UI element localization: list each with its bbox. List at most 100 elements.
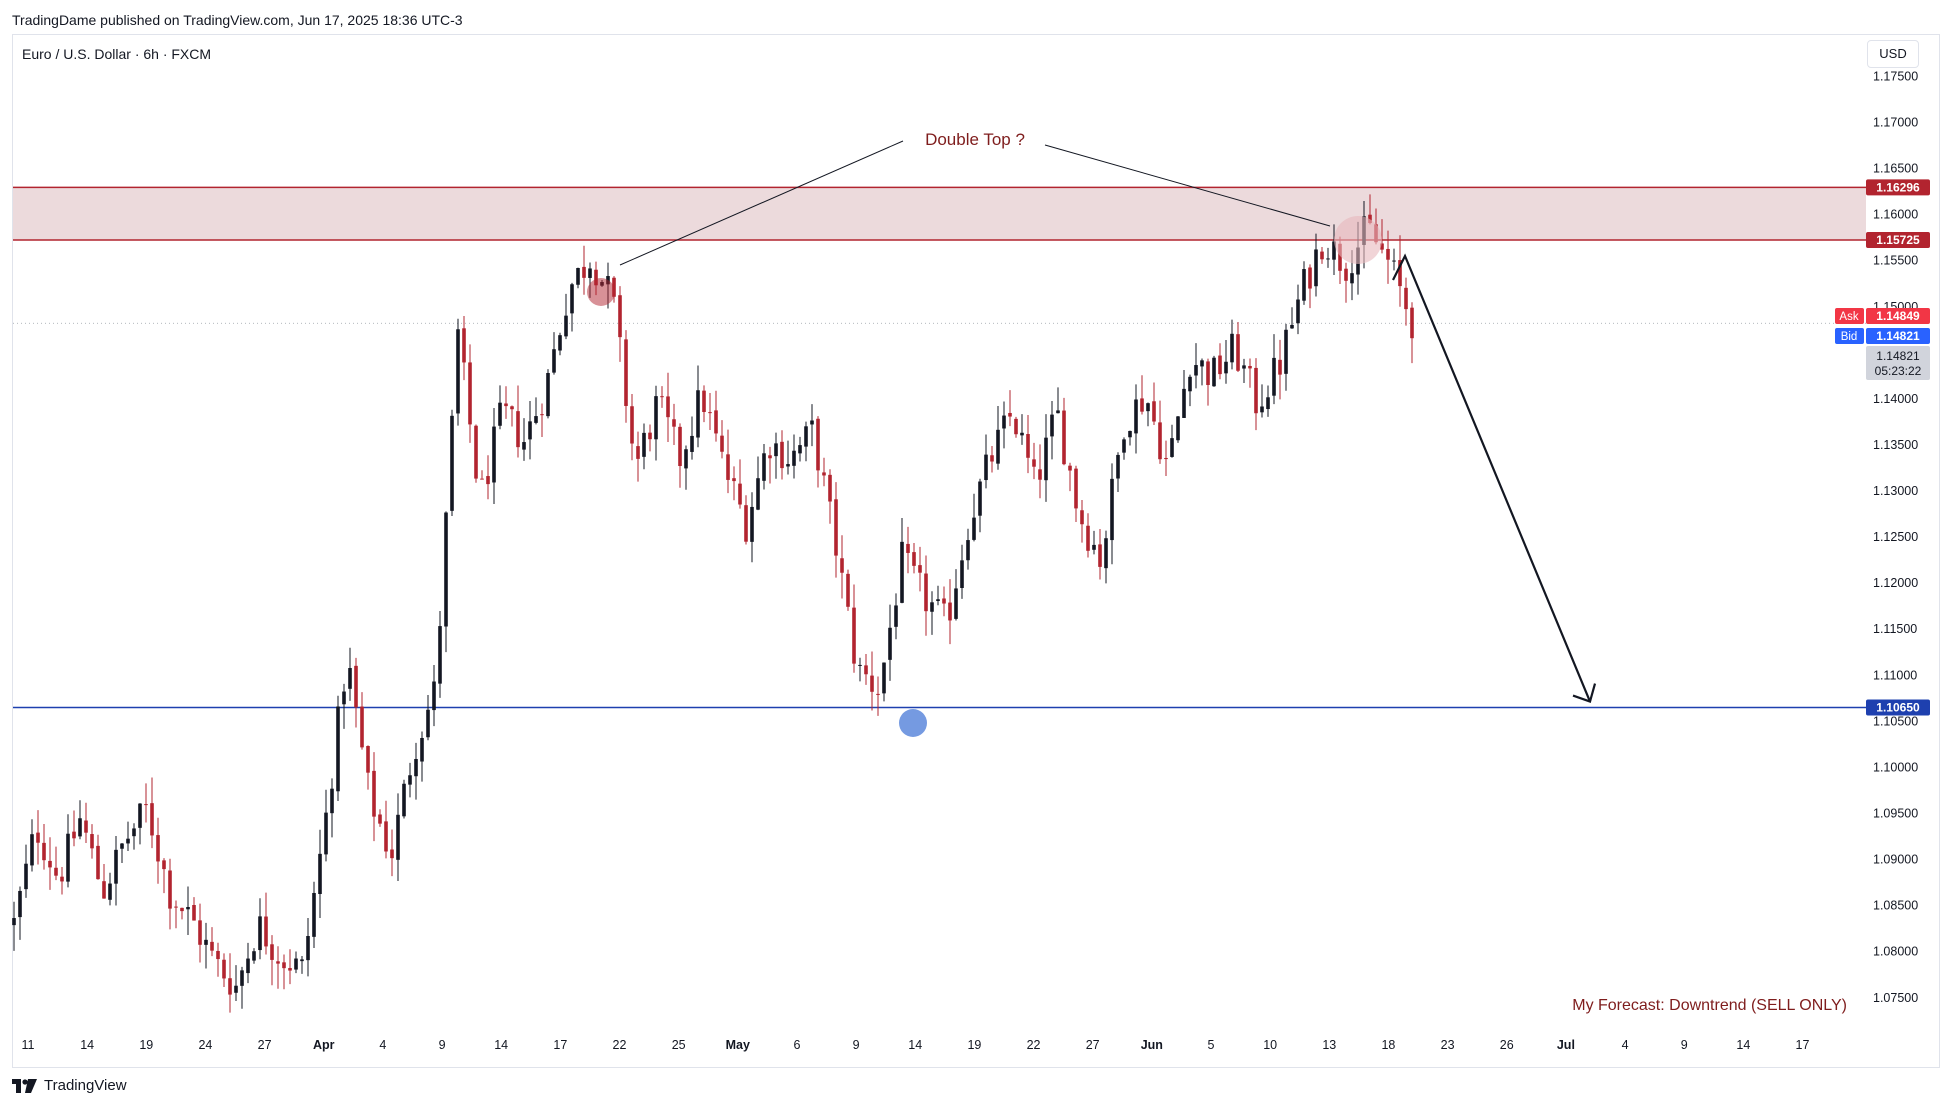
candle-body xyxy=(774,443,778,457)
bid-price-bg xyxy=(1866,328,1930,344)
candle-body xyxy=(138,803,142,828)
candle-body xyxy=(66,833,70,882)
candle-body xyxy=(1038,469,1042,480)
candle-body xyxy=(24,863,28,890)
candle-body xyxy=(1098,544,1102,567)
candle-body xyxy=(174,906,178,908)
candle-body xyxy=(1242,365,1246,369)
candle-body xyxy=(912,552,916,566)
candle-body xyxy=(1182,388,1186,418)
y-tick-label: 1.09000 xyxy=(1873,853,1918,867)
y-tick-label: 1.12500 xyxy=(1873,530,1918,544)
candle-body xyxy=(462,328,466,363)
candle-body xyxy=(96,845,100,880)
candle-body xyxy=(18,890,22,918)
ask-badge-bg xyxy=(1835,308,1864,324)
candle-body xyxy=(162,860,166,870)
x-tick-label: 9 xyxy=(439,1038,446,1052)
candle-body xyxy=(144,804,148,806)
candle-body xyxy=(1134,399,1138,434)
candle-body xyxy=(216,950,220,960)
candle-body xyxy=(546,372,550,417)
y-tick-label: 1.17000 xyxy=(1873,116,1918,130)
candle-body xyxy=(348,668,352,689)
candle-body xyxy=(636,446,640,459)
candle-body xyxy=(288,968,292,971)
candle-body xyxy=(1236,334,1240,371)
bid-price: 1.14821 xyxy=(1876,329,1920,343)
candle-body xyxy=(354,665,358,708)
forecast-arrow-head xyxy=(1572,683,1597,703)
candle-body xyxy=(576,268,580,285)
candle-body xyxy=(210,941,214,951)
candle-body xyxy=(276,961,280,964)
candle-body xyxy=(234,985,238,993)
candle-body xyxy=(1164,457,1168,460)
candle-body xyxy=(852,607,856,664)
candle-body xyxy=(414,758,418,777)
candle-body xyxy=(1152,401,1156,422)
candle-body xyxy=(816,418,820,471)
currency-button[interactable]: USD xyxy=(1867,40,1919,68)
candle-body xyxy=(378,814,382,824)
x-tick-label: May xyxy=(726,1038,750,1052)
candle-body xyxy=(948,602,952,621)
candle-body xyxy=(222,959,226,979)
candle-body xyxy=(1284,329,1288,374)
candle-body xyxy=(684,449,688,469)
candle-body xyxy=(48,860,52,868)
y-tick-label: 1.11500 xyxy=(1873,622,1917,636)
candle-body xyxy=(1308,267,1312,289)
candle-body xyxy=(36,832,40,843)
bar-countdown: 05:23:22 xyxy=(1875,364,1922,378)
candle-body xyxy=(270,944,274,960)
candle-body xyxy=(306,935,310,961)
candle-body xyxy=(342,691,346,705)
candle-body xyxy=(1068,465,1072,471)
candle-body xyxy=(1350,273,1354,284)
candle-body xyxy=(1398,260,1402,287)
candle-body xyxy=(1128,430,1132,438)
candle-body xyxy=(1056,410,1060,414)
y-tick-label: 1.16500 xyxy=(1873,162,1918,176)
candle-body xyxy=(534,416,538,423)
candle-body xyxy=(1332,241,1336,260)
y-tick-label: 1.13500 xyxy=(1873,438,1918,452)
candle-body xyxy=(888,627,892,660)
candle-body xyxy=(498,402,502,426)
x-tick-label: 22 xyxy=(1027,1038,1041,1052)
candle-body xyxy=(1368,214,1372,224)
resistance-zone xyxy=(13,187,1866,240)
candle-body xyxy=(906,543,910,553)
candle-body xyxy=(678,426,682,467)
candle-body xyxy=(426,709,430,738)
candle-body xyxy=(198,920,202,945)
x-tick-label: 9 xyxy=(853,1038,860,1052)
x-tick-label: Jun xyxy=(1141,1038,1163,1052)
candle-body xyxy=(798,445,802,454)
candle-body xyxy=(420,737,424,762)
x-tick-label: 11 xyxy=(22,1038,35,1052)
candle-body xyxy=(1224,361,1228,374)
candle-body xyxy=(726,454,730,480)
x-tick-label: 14 xyxy=(494,1038,508,1052)
symbol-title[interactable]: Euro / U.S. Dollar · 6h · FXCM xyxy=(22,46,212,62)
last-price: 1.14821 xyxy=(1876,349,1920,363)
candle-body xyxy=(990,455,994,462)
y-tick-label: 1.10000 xyxy=(1873,760,1918,774)
candle-body xyxy=(570,284,574,314)
y-tick-label: 1.14000 xyxy=(1873,392,1918,406)
candle-body xyxy=(834,499,838,556)
candle-body xyxy=(510,406,514,410)
ask-badge-label: Ask xyxy=(1839,311,1858,323)
candle-body xyxy=(474,425,478,479)
x-tick-label: 4 xyxy=(1622,1038,1629,1052)
candle-body xyxy=(750,506,754,542)
candle-body xyxy=(252,951,256,961)
bid-badge-bg xyxy=(1835,328,1864,344)
candle-body xyxy=(114,849,118,884)
y-tick-label: 1.08500 xyxy=(1873,899,1918,913)
tradingview-brand[interactable]: TradingView xyxy=(12,1077,127,1094)
y-tick-label: 1.10500 xyxy=(1873,714,1918,728)
